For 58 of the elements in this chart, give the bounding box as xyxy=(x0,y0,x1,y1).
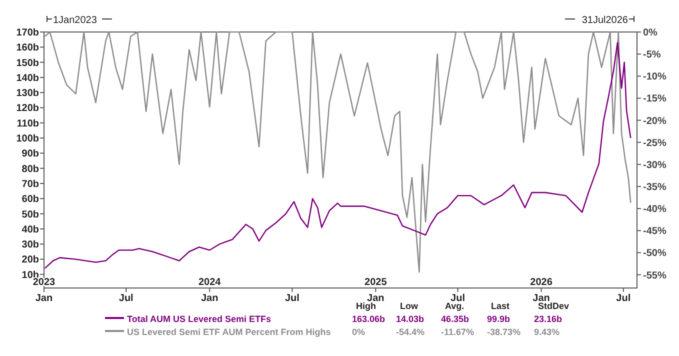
y-tick-label: 130b xyxy=(16,88,39,100)
text: -11.67% xyxy=(441,327,474,337)
y-tick-label: 160b xyxy=(16,42,39,54)
y-tick-label: 150b xyxy=(16,58,39,69)
y-tick-label: 100b xyxy=(16,134,39,145)
legend-label: US Levered Semi ETF AUM Percent From Highs xyxy=(127,327,331,337)
x-tick-label: Jan xyxy=(35,293,53,304)
text: Last xyxy=(491,301,510,311)
y-tick-label: 40b xyxy=(22,224,39,236)
x-tick-label: Jul xyxy=(616,293,631,304)
x-tick-label: Jan xyxy=(367,293,384,304)
text: Avg. xyxy=(445,301,464,311)
text: Low xyxy=(400,301,419,311)
text: 9.43% xyxy=(534,327,560,337)
y2-tick-label: -30% xyxy=(643,160,666,171)
y2-tick-label: -25% xyxy=(643,138,666,149)
y2-tick-label: -40% xyxy=(643,204,666,216)
text: StdDev xyxy=(538,301,570,311)
y2-tick-label: -55% xyxy=(643,270,666,282)
y-tick-label: 20b xyxy=(22,254,39,266)
text: 1Jan2023 xyxy=(53,15,98,26)
legend-label: Total AUM US Levered Semi ETFs xyxy=(127,314,272,324)
x-tick-label: Jul xyxy=(284,293,300,304)
y-tick-label: 120b xyxy=(16,103,39,114)
y2-tick-label: -45% xyxy=(643,226,666,238)
y2-tick-label: -20% xyxy=(643,116,666,127)
y2-tick-label: 0% xyxy=(643,28,658,38)
x2-tick-label: 2025 xyxy=(364,277,388,288)
text: -38.73% xyxy=(487,327,521,337)
y-tick-label: 80b xyxy=(22,164,39,175)
text: 46.35b xyxy=(441,314,470,324)
x-tick-label: Jan xyxy=(532,293,550,304)
text: 163.06b xyxy=(352,314,386,324)
y-tick-label: 60b xyxy=(22,194,39,206)
x-tick-label: Jul xyxy=(450,293,466,304)
text: 0% xyxy=(352,327,366,337)
text: -54.4% xyxy=(396,327,425,337)
text: 23.16b xyxy=(534,314,563,324)
y-tick-label: 90b xyxy=(22,148,39,160)
y2-tick-label: -50% xyxy=(643,248,666,260)
y2-tick-label: -5% xyxy=(643,50,661,61)
text: 31Jul2026 xyxy=(582,15,628,26)
text: 99.9b xyxy=(487,314,511,324)
x-tick-label: Jul xyxy=(118,293,134,304)
y2-tick-label: -10% xyxy=(643,72,666,83)
y-tick-label: 30b xyxy=(22,240,39,251)
y-tick-label: 110b xyxy=(16,118,39,130)
text: High xyxy=(356,301,376,311)
y-tick-label: 50b xyxy=(22,209,39,220)
y2-tick-label: -35% xyxy=(643,182,666,193)
text: 14.03b xyxy=(396,314,425,324)
x-tick-label: Jan xyxy=(200,293,218,304)
x2-tick-label: 2024 xyxy=(198,277,222,288)
x2-tick-label: 2026 xyxy=(530,277,553,288)
y-tick-label: 140b xyxy=(16,72,39,84)
y-tick-label: 70b xyxy=(22,178,39,190)
y2-tick-label: -15% xyxy=(643,94,666,105)
y-tick-label: 170b xyxy=(16,28,39,38)
